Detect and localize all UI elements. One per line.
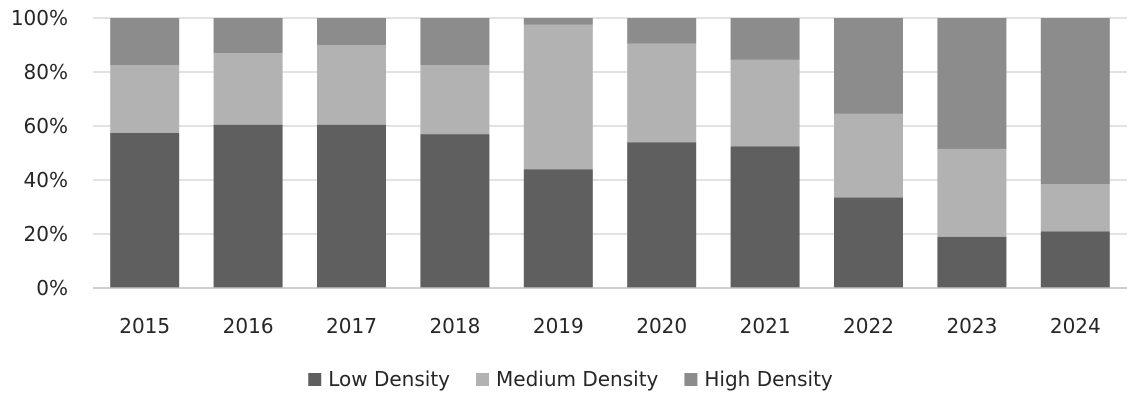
legend-item-medium-density: Medium Density <box>476 367 659 391</box>
bar-high-density-2019 <box>523 18 593 25</box>
bar-high-density-2021 <box>730 18 800 60</box>
legend-label: Medium Density <box>496 367 659 391</box>
bar-low-density-2018 <box>420 134 490 288</box>
bar-low-density-2023 <box>937 236 1007 288</box>
bars <box>110 18 1110 289</box>
x-tick-label: 2024 <box>1050 314 1101 338</box>
x-tick-label: 2015 <box>119 314 170 338</box>
y-axis-tick-labels: 0% 20% 40% 60% 80% 100% <box>11 6 68 300</box>
x-tick-label: 2020 <box>636 314 687 338</box>
y-tick-label: 20% <box>24 222 68 246</box>
bar-low-density-2020 <box>627 142 697 288</box>
legend: Low Density Medium Density High Density <box>308 367 833 391</box>
bar-high-density-2018 <box>420 18 490 66</box>
x-tick-label: 2016 <box>223 314 274 338</box>
x-tick-label: 2021 <box>740 314 791 338</box>
x-tick-label: 2017 <box>326 314 377 338</box>
bar-medium-density-2020 <box>627 43 697 143</box>
y-tick-label: 80% <box>24 60 68 84</box>
bar-high-density-2022 <box>834 18 903 114</box>
y-tick-label: 100% <box>11 6 68 30</box>
bar-high-density-2016 <box>213 18 283 54</box>
bar-medium-density-2016 <box>213 53 283 125</box>
x-tick-label: 2022 <box>843 314 894 338</box>
x-tick-label: 2023 <box>946 314 997 338</box>
bar-medium-density-2015 <box>110 65 180 133</box>
y-tick-label: 60% <box>24 114 68 138</box>
bar-high-density-2020 <box>627 18 697 44</box>
bar-medium-density-2022 <box>834 113 903 198</box>
legend-label: High Density <box>704 367 833 391</box>
bar-medium-density-2018 <box>420 65 490 135</box>
bar-medium-density-2024 <box>1040 184 1110 232</box>
x-axis-tick-labels: 2015 2016 2017 2018 2019 2020 2021 2022 2023 2024 <box>119 314 1101 338</box>
bar-low-density-2019 <box>523 169 593 288</box>
legend-item-low-density: Low Density <box>308 367 450 391</box>
bar-high-density-2023 <box>937 18 1007 149</box>
bar-low-density-2017 <box>317 124 386 289</box>
bar-medium-density-2023 <box>937 148 1007 237</box>
x-tick-label: 2018 <box>429 314 480 338</box>
legend-item-high-density: High Density <box>684 367 833 391</box>
bar-low-density-2015 <box>110 132 180 288</box>
bar-low-density-2021 <box>730 146 800 288</box>
bar-high-density-2017 <box>317 18 386 45</box>
bar-medium-density-2017 <box>317 45 386 125</box>
y-tick-label: 40% <box>24 168 68 192</box>
y-tick-label: 0% <box>36 276 68 300</box>
legend-swatch <box>684 373 698 386</box>
bar-medium-density-2021 <box>730 59 800 147</box>
bar-low-density-2022 <box>834 197 903 288</box>
legend-label: Low Density <box>328 367 450 391</box>
legend-swatch <box>308 373 322 386</box>
bar-high-density-2024 <box>1040 18 1110 185</box>
bar-medium-density-2019 <box>523 24 593 170</box>
bar-high-density-2015 <box>110 18 180 66</box>
bar-low-density-2024 <box>1040 231 1110 288</box>
x-tick-label: 2019 <box>533 314 584 338</box>
legend-swatch <box>476 373 490 386</box>
bar-low-density-2016 <box>213 124 283 289</box>
